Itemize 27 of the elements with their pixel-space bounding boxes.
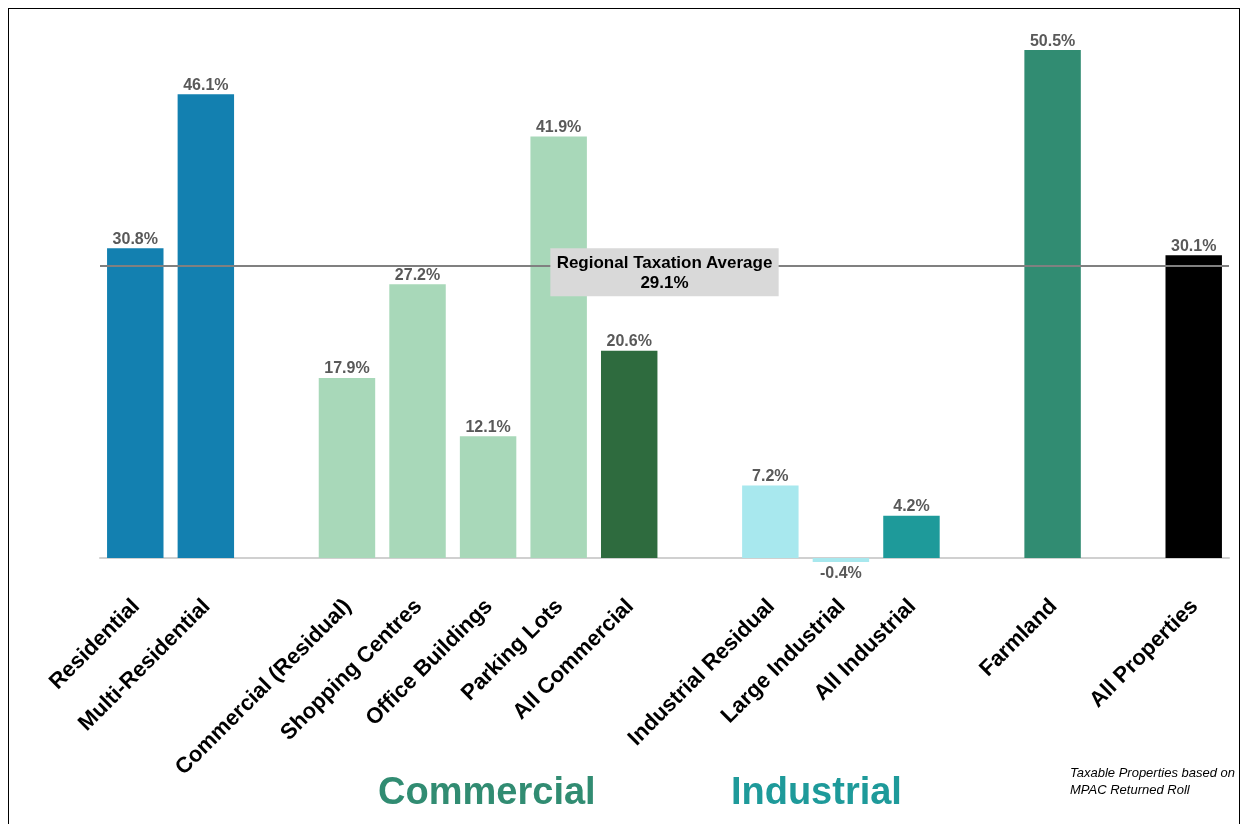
ref-line-label: Regional Taxation Average 29.1% bbox=[556, 252, 773, 292]
data-label: 7.2% bbox=[752, 467, 789, 485]
text: Industrial bbox=[730, 770, 902, 812]
bar bbox=[107, 248, 164, 558]
data-label: 17.9% bbox=[324, 359, 370, 377]
data-label: 50.5% bbox=[1029, 31, 1076, 49]
text: Commercial bbox=[378, 770, 596, 812]
bar bbox=[459, 436, 517, 558]
bar bbox=[318, 377, 376, 558]
bar bbox=[1165, 255, 1222, 558]
bar bbox=[742, 485, 799, 558]
data-label: 30.8% bbox=[112, 229, 158, 247]
bar bbox=[177, 94, 235, 558]
bar bbox=[1024, 50, 1081, 558]
data-label: 27.2% bbox=[394, 265, 441, 283]
text: Taxable Properties based on MPAC Returned Roll bbox=[1069, 765, 1236, 797]
data-label: 30.1% bbox=[1171, 236, 1217, 254]
data-label: 20.6% bbox=[606, 332, 652, 350]
data-label: 12.1% bbox=[465, 417, 511, 435]
bar bbox=[600, 350, 658, 558]
data-label: 4.2% bbox=[893, 497, 930, 515]
data-label: 46.1% bbox=[183, 75, 229, 93]
data-label: -0.4% bbox=[820, 563, 862, 581]
bar bbox=[812, 557, 870, 562]
bar bbox=[389, 284, 446, 558]
data-label: 41.9% bbox=[535, 118, 582, 136]
bar bbox=[883, 515, 940, 558]
